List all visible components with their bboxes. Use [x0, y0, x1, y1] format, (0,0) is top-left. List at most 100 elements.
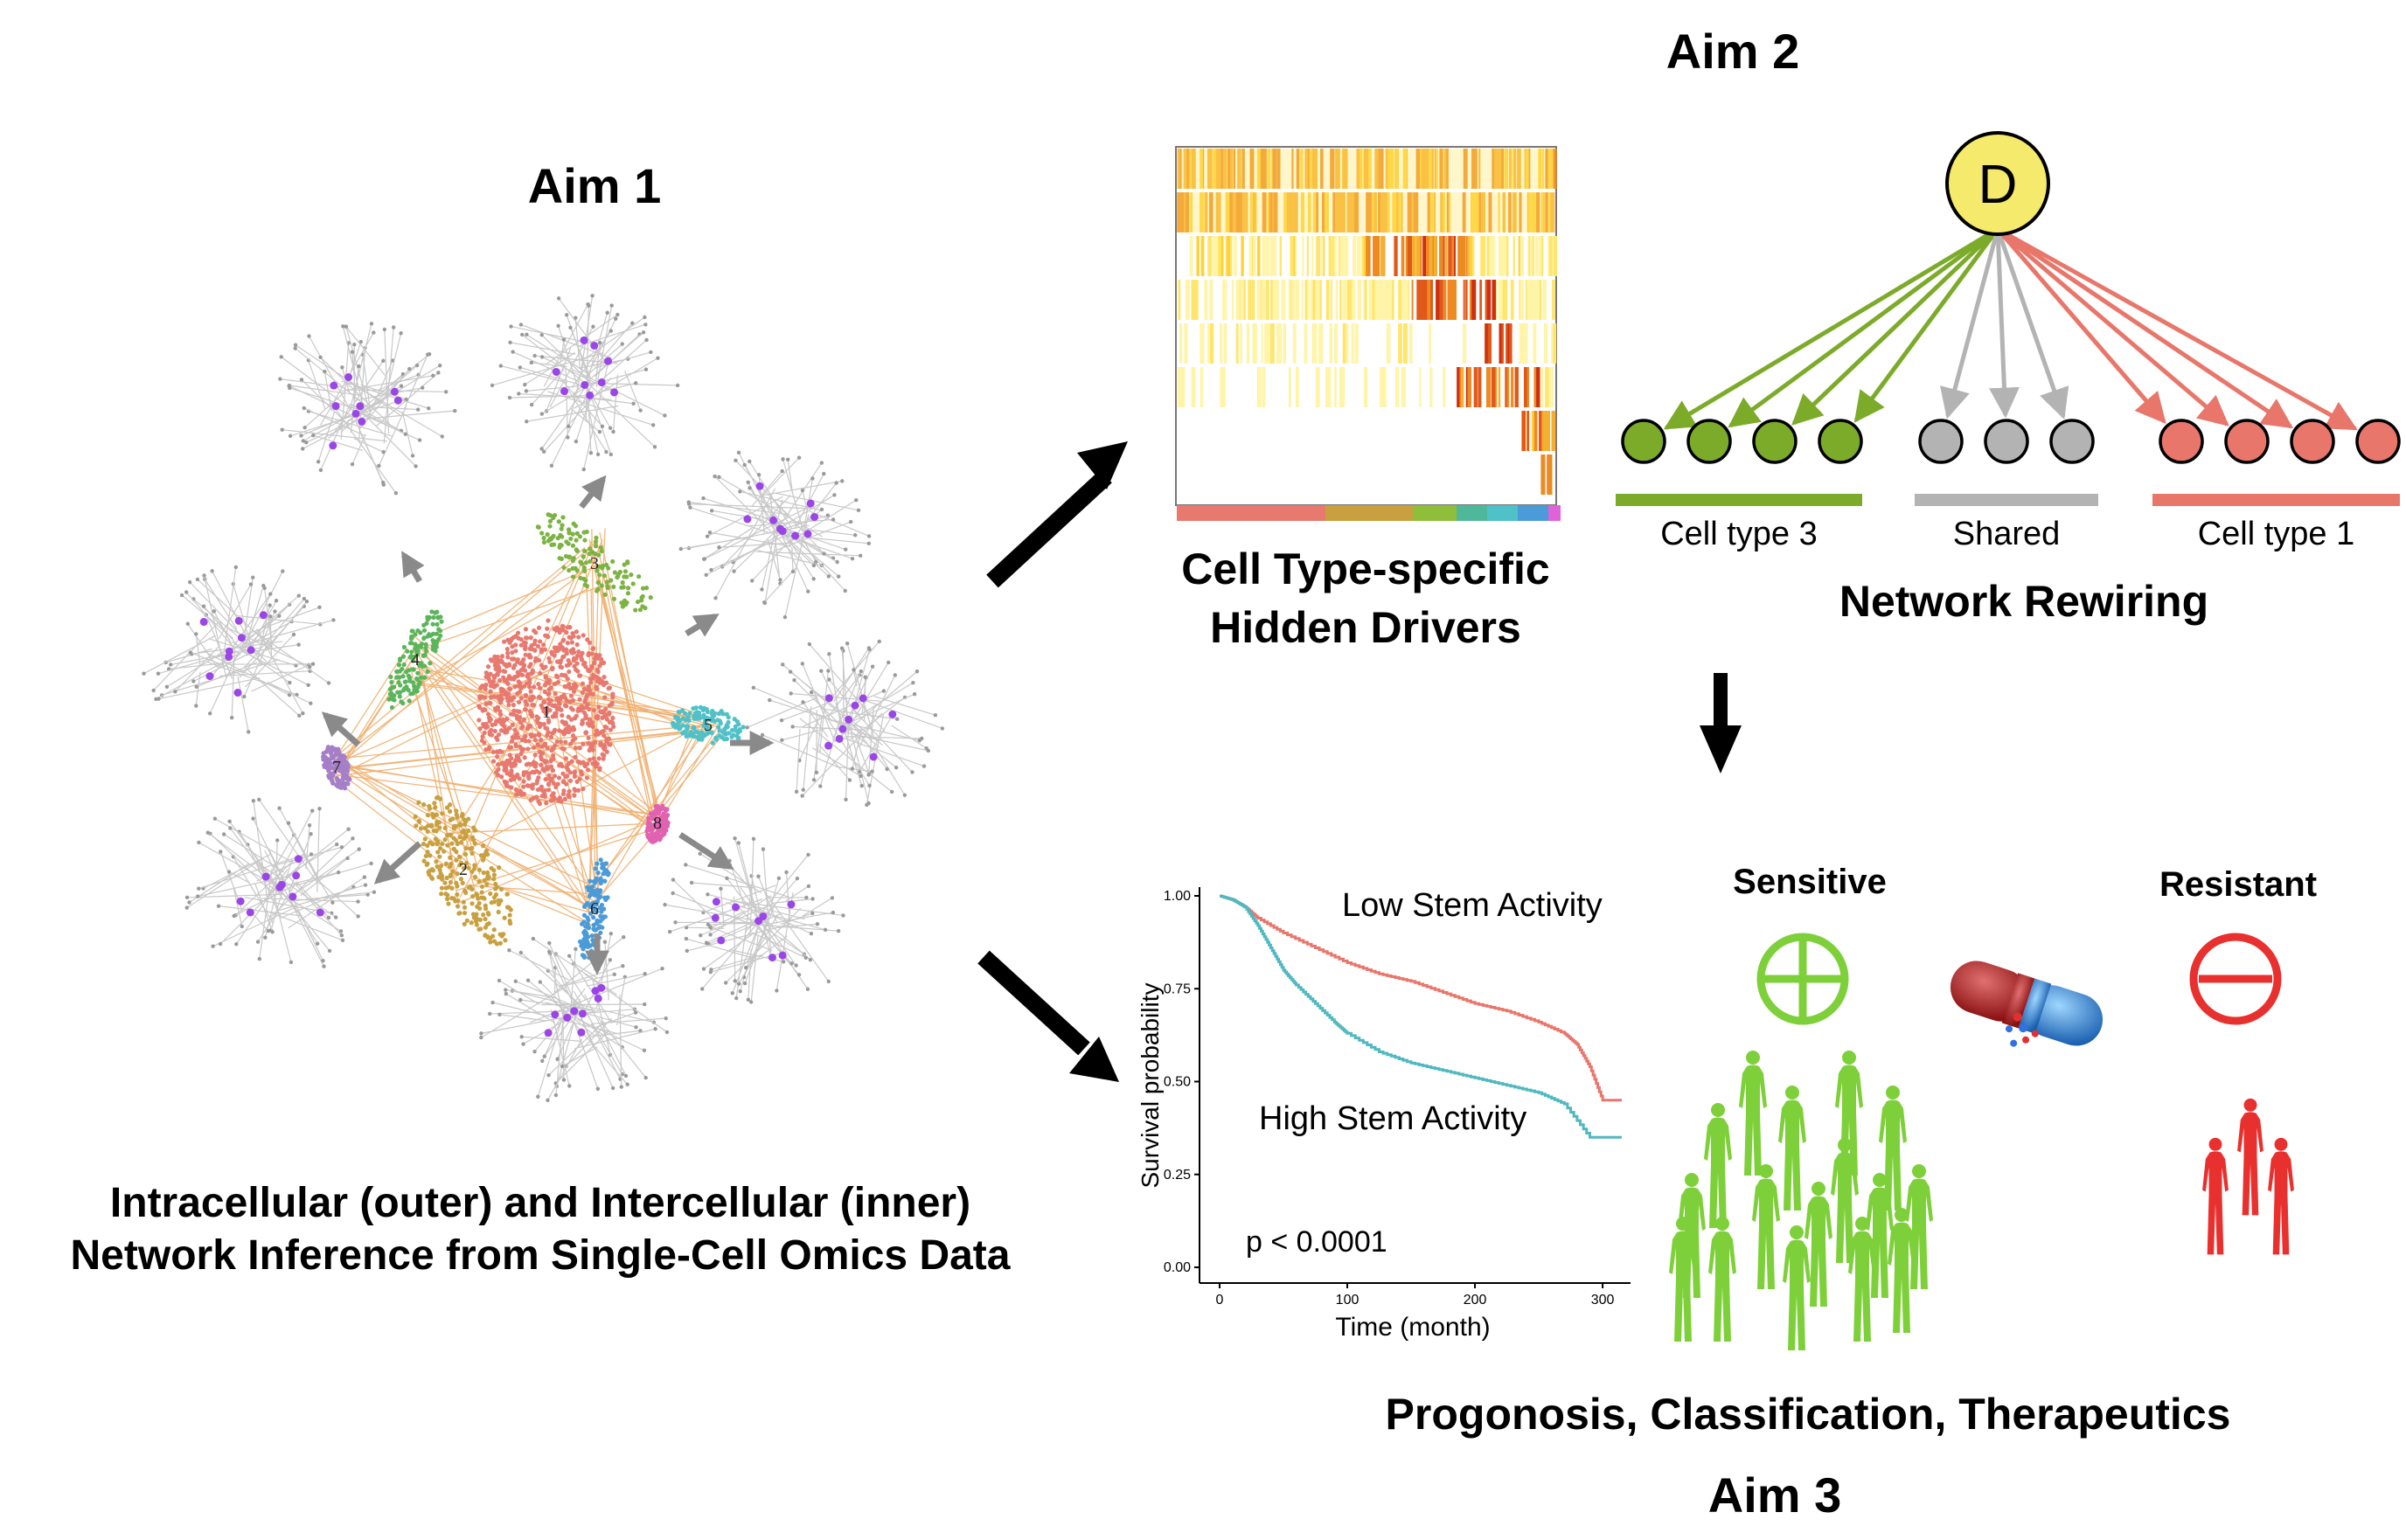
gray-arrow [579, 475, 607, 510]
cluster-label: 2 [459, 860, 468, 879]
cluster-7: 7 [321, 745, 352, 791]
driver-edge [1853, 227, 2000, 423]
hub-gene [787, 900, 796, 909]
therapeutic-response: Sensitive Resistant Progonosis, Classifi… [1386, 863, 2317, 1523]
hub-gene [552, 368, 560, 377]
hub-gene [859, 694, 867, 703]
gene-network-2 [490, 294, 680, 472]
hub-gene [851, 701, 859, 710]
hub-gene [610, 388, 619, 397]
heatmap-caption-line1: Cell Type-specific [1181, 545, 1549, 593]
cluster-4: 4 [386, 609, 444, 711]
hub-gene [711, 913, 720, 922]
cluster-2: 2 [413, 794, 513, 947]
hub-gene [586, 391, 595, 399]
hub-gene [390, 387, 399, 396]
hub-gene [768, 954, 776, 962]
hub-gene [331, 402, 340, 411]
aim1-caption-line2: Network Inference from Single-Cell Omics… [71, 1232, 1011, 1279]
patient-figure [1778, 1086, 1806, 1210]
target-node [1686, 419, 1732, 464]
hub-gene [330, 381, 338, 390]
gene-network-6 [184, 797, 377, 968]
gray-arrow [685, 614, 720, 637]
group-cell-type-3 [1621, 419, 1863, 464]
hub-gene [560, 387, 568, 396]
cluster-label: 7 [332, 758, 341, 777]
cluster-label: 8 [653, 814, 662, 833]
hub-gene [775, 524, 784, 533]
target-node [1818, 419, 1863, 464]
resistant-patients [2202, 1098, 2294, 1255]
gene-network-1 [278, 322, 457, 496]
hub-gene [551, 1010, 560, 1019]
hub-gene [393, 396, 402, 405]
cluster-6: 6 [577, 857, 611, 961]
arrow-aim2-to-aim3-head [1700, 725, 1742, 773]
hub-gene [580, 336, 588, 344]
group-label: Shared [1953, 516, 2061, 552]
x-tick-label: 200 [1464, 1293, 1487, 1308]
arrow-to-aim3-head [1069, 1037, 1119, 1082]
rewiring-title: Network Rewiring [1839, 577, 2208, 626]
hub-gene [205, 672, 214, 681]
km-curve-low-stem-activity [1220, 894, 1622, 1102]
hub-gene [581, 380, 589, 389]
km-curve-high-stem-activity [1220, 894, 1622, 1139]
aim3-heading: Aim 3 [1708, 1467, 1842, 1523]
hub-gene [247, 646, 255, 655]
target-node [2290, 419, 2335, 464]
gene-network-8 [479, 932, 670, 1103]
cluster-5: 5 [670, 704, 746, 746]
driver-edge [1663, 226, 1999, 430]
network-rewiring: D Cell type 3 Shared Cell type 1 Network R… [1616, 131, 2401, 626]
y-tick-labels: 1.00 0.75 0.50 0.25 0.00 [1164, 889, 1200, 1275]
hub-gene [743, 515, 752, 524]
group-bar [2152, 494, 2400, 506]
arrow-to-aim2 [986, 469, 1112, 588]
km-curves [1220, 894, 1622, 1139]
hub-gene [275, 883, 284, 891]
group-label: Cell type 3 [1660, 516, 1818, 552]
hub-gene [358, 417, 366, 426]
aim3-caption: Progonosis, Classification, Therapeutics [1386, 1390, 2231, 1439]
gene-network-7 [663, 836, 845, 1004]
hub-gene [845, 715, 853, 724]
hub-gene [578, 1009, 587, 1018]
hub-gene [824, 694, 833, 703]
driver-edge [1988, 228, 2020, 419]
driver-node [1945, 131, 2050, 236]
target-node [1918, 419, 1964, 464]
hub-gene [594, 994, 602, 1002]
hub-gene [769, 516, 778, 524]
heatmap-celltype-colorbar [1177, 505, 1561, 521]
hub-gene [261, 872, 270, 881]
driver-edge [1939, 228, 2000, 420]
x-axis-label: Time (month) [1335, 1313, 1490, 1342]
hub-gene [869, 753, 878, 761]
minus-icon [2189, 933, 2282, 1025]
cluster-to-network-arrows [321, 475, 775, 975]
y-tick-label: 0.50 [1164, 1075, 1191, 1090]
cluster-label: 1 [542, 703, 551, 722]
hub-gene [344, 372, 353, 381]
target-node [2355, 419, 2401, 464]
resistant-label: Resistant [2159, 865, 2317, 904]
hub-gene [754, 917, 763, 926]
driver-edge [1728, 226, 1999, 428]
patient-figure [1752, 1164, 1780, 1289]
plus-icon [1756, 933, 1849, 1025]
hub-gene [604, 357, 613, 365]
y-axis-label: Survival probability [1137, 983, 1164, 1189]
driver-node-label: D [1978, 155, 2018, 215]
y-tick-label: 0.75 [1164, 982, 1191, 996]
driver-edge [1996, 226, 2358, 431]
hub-gene [591, 987, 600, 995]
gene-network-4 [142, 565, 336, 734]
patient-figure [2268, 1137, 2294, 1255]
aim1-caption-line1: Intracellular (outer) and Intercellular … [110, 1180, 970, 1226]
hub-gene [712, 898, 720, 906]
intracellular-networks [142, 294, 945, 1103]
driver-edge [1996, 227, 2229, 427]
